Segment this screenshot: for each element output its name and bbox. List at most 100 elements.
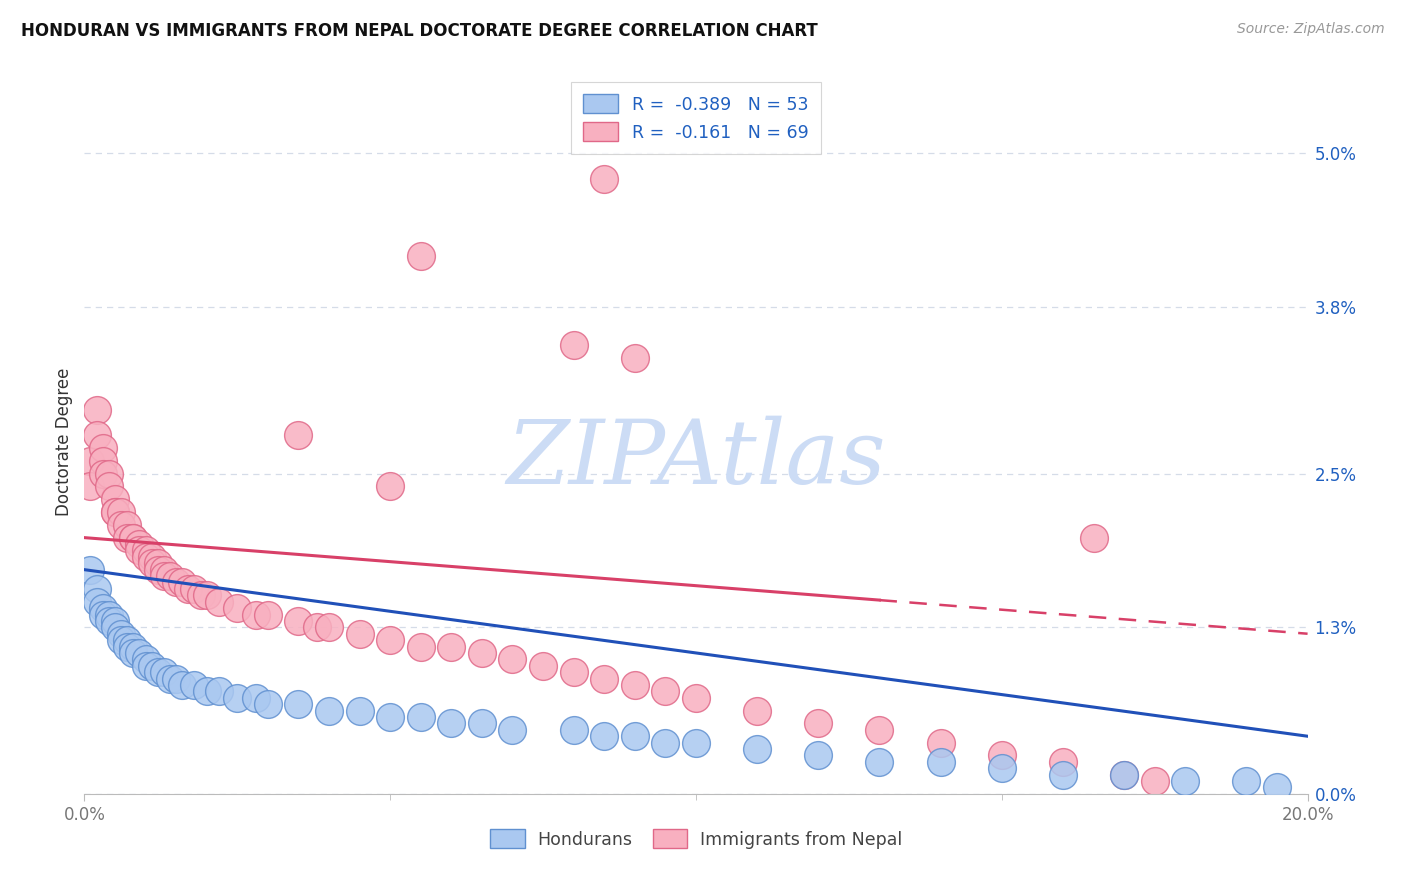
Point	[318, 620, 340, 634]
Text: HONDURAN VS IMMIGRANTS FROM NEPAL DOCTORATE DEGREE CORRELATION CHART: HONDURAN VS IMMIGRANTS FROM NEPAL DOCTOR…	[21, 22, 818, 40]
Point	[135, 652, 157, 666]
Point	[91, 441, 114, 455]
Point	[146, 563, 169, 577]
Point	[440, 716, 463, 731]
Legend: Hondurans, Immigrants from Nepal: Hondurans, Immigrants from Nepal	[484, 822, 908, 855]
Point	[1114, 767, 1136, 781]
Point	[257, 697, 280, 711]
Point	[79, 563, 101, 577]
Point	[86, 428, 108, 442]
Point	[141, 658, 163, 673]
Point	[593, 729, 616, 743]
Point	[135, 543, 157, 558]
Point	[257, 607, 280, 622]
Point	[195, 588, 218, 602]
Point	[172, 575, 194, 590]
Point	[226, 601, 249, 615]
Point	[91, 454, 114, 468]
Point	[380, 633, 402, 648]
Point	[593, 172, 616, 186]
Point	[91, 607, 114, 622]
Point	[195, 684, 218, 698]
Point	[502, 723, 524, 737]
Point	[141, 549, 163, 564]
Point	[624, 678, 647, 692]
Point	[747, 742, 769, 756]
Point	[122, 531, 145, 545]
Point	[104, 620, 127, 634]
Point	[685, 736, 707, 750]
Point	[97, 614, 120, 628]
Point	[1114, 767, 1136, 781]
Point	[562, 338, 585, 352]
Point	[128, 646, 150, 660]
Point	[562, 723, 585, 737]
Point	[122, 640, 145, 654]
Point	[624, 351, 647, 366]
Point	[685, 690, 707, 705]
Point	[177, 582, 200, 596]
Point	[245, 607, 267, 622]
Point	[159, 672, 181, 686]
Point	[91, 467, 114, 481]
Point	[593, 672, 616, 686]
Point	[146, 665, 169, 680]
Point	[104, 505, 127, 519]
Point	[654, 684, 676, 698]
Point	[159, 569, 181, 583]
Point	[471, 716, 494, 731]
Point	[471, 646, 494, 660]
Point	[97, 479, 120, 493]
Point	[110, 517, 132, 532]
Point	[153, 665, 176, 680]
Point	[122, 646, 145, 660]
Point	[287, 697, 309, 711]
Point	[929, 736, 952, 750]
Point	[349, 626, 371, 640]
Point	[79, 454, 101, 468]
Point	[287, 428, 309, 442]
Point	[104, 492, 127, 507]
Point	[86, 582, 108, 596]
Point	[409, 249, 432, 263]
Text: ZIPAtlas: ZIPAtlas	[506, 416, 886, 502]
Point	[153, 569, 176, 583]
Point	[208, 684, 231, 698]
Point	[97, 607, 120, 622]
Point	[409, 710, 432, 724]
Point	[380, 710, 402, 724]
Point	[110, 626, 132, 640]
Point	[929, 755, 952, 769]
Point	[1143, 774, 1166, 789]
Point	[135, 549, 157, 564]
Point	[115, 531, 138, 545]
Point	[183, 582, 205, 596]
Point	[1052, 755, 1074, 769]
Point	[208, 595, 231, 609]
Point	[110, 505, 132, 519]
Point	[807, 716, 830, 731]
Point	[146, 556, 169, 570]
Point	[991, 748, 1014, 763]
Point	[531, 658, 554, 673]
Point	[183, 678, 205, 692]
Point	[165, 575, 187, 590]
Point	[115, 517, 138, 532]
Point	[305, 620, 328, 634]
Point	[128, 537, 150, 551]
Point	[562, 665, 585, 680]
Point	[1083, 531, 1105, 545]
Point	[79, 479, 101, 493]
Point	[97, 467, 120, 481]
Point	[91, 601, 114, 615]
Y-axis label: Doctorate Degree: Doctorate Degree	[55, 368, 73, 516]
Point	[747, 704, 769, 718]
Point	[86, 595, 108, 609]
Point	[122, 531, 145, 545]
Point	[110, 633, 132, 648]
Point	[624, 729, 647, 743]
Point	[502, 652, 524, 666]
Point	[1174, 774, 1197, 789]
Point	[153, 563, 176, 577]
Point	[165, 672, 187, 686]
